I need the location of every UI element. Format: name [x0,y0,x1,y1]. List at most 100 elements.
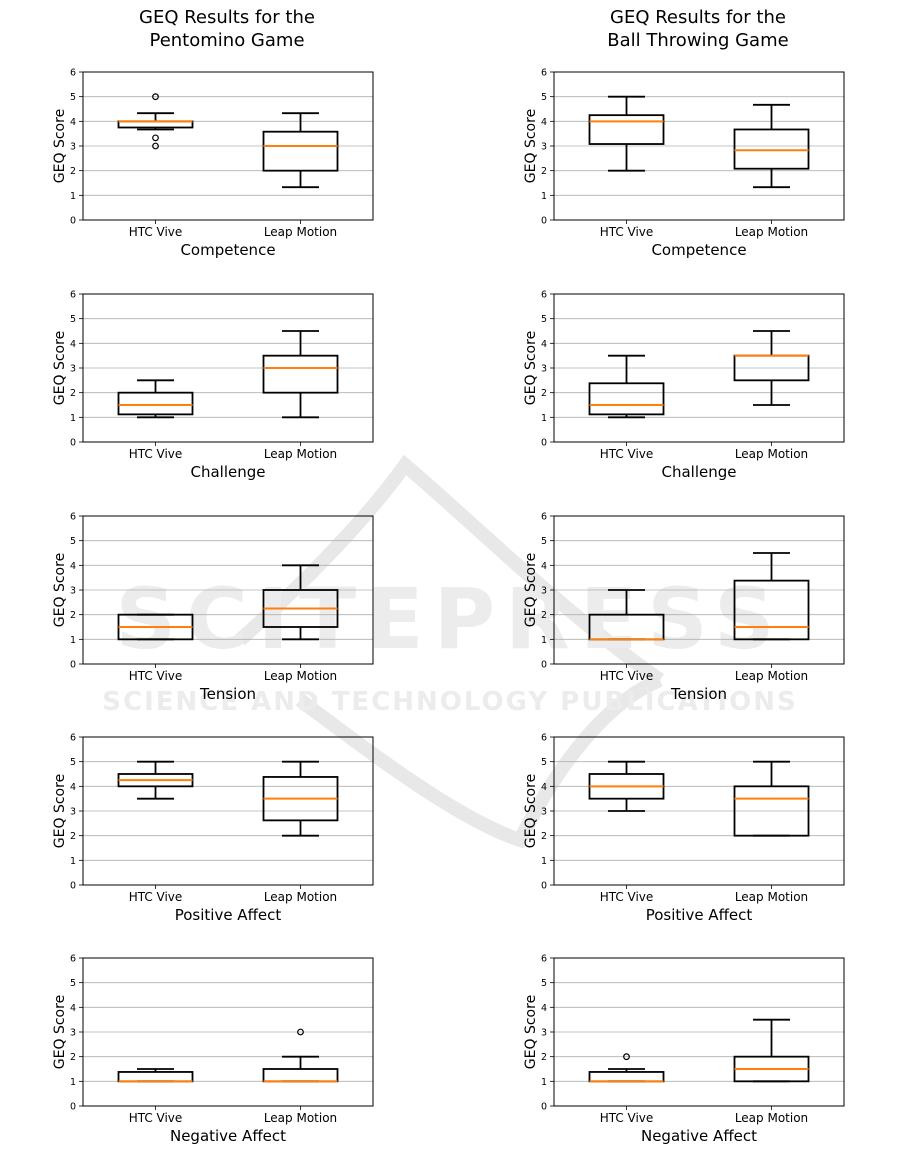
iqr-box [588,613,665,641]
x-axis-label: Tension [670,685,727,703]
boxplot-positive-affect-1: 0 1 2 3 4 5 6 HTC Vive Leap Motion Positive Affec… [523,733,845,924]
y-axis-label: GEQ Score [523,109,539,183]
outlier-point [623,1053,630,1061]
y-tick-label: 0 [541,1102,547,1113]
y-tick-label: 4 [70,782,76,793]
x-tick-label: HTC Vive [129,447,183,461]
y-tick-label: 6 [70,512,76,523]
y-axis-label: GEQ Score [523,331,539,405]
y-tick-label: 2 [541,166,547,177]
iqr-box [733,579,810,641]
x-axis-label: Tension [199,685,256,703]
x-tick-label: HTC Vive [129,890,183,904]
y-tick-label: 3 [70,364,76,375]
y-tick-label: 0 [541,438,547,449]
y-axis-label: GEQ Score [523,995,539,1069]
y-tick-label: 1 [70,191,76,202]
y-tick-label: 1 [541,191,547,202]
x-axis-label: Competence [180,241,275,259]
iqr-box [588,114,665,145]
y-tick-label: 1 [70,635,76,646]
boxplot-tension-1: 0 1 2 3 4 5 6 HTC Vive Leap Motion Tension GEQ Sco… [523,512,845,703]
x-tick-label: Leap Motion [735,890,808,904]
y-tick-label: 1 [70,856,76,867]
y-tick-label: 6 [70,954,76,965]
y-tick-label: 2 [541,388,547,399]
y-tick-label: 4 [70,1003,76,1014]
y-tick-label: 3 [70,807,76,818]
y-tick-label: 5 [541,314,547,325]
boxplot-negative-affect-1: 0 1 2 3 4 5 6 HTC Vive Leap Motion Negative Affec… [523,954,845,1145]
iqr-box [588,382,665,416]
y-tick-label: 0 [541,216,547,227]
axes-frame [553,736,845,886]
y-tick-label: 4 [541,561,547,572]
y-axis-label: GEQ Score [52,774,68,848]
x-tick-label: HTC Vive [129,225,183,239]
x-tick-label: HTC Vive [600,890,654,904]
y-tick-label: 5 [70,92,76,103]
y-tick-label: 3 [70,1028,76,1039]
y-tick-label: 6 [541,290,547,301]
iqr-box [262,130,339,172]
y-tick-label: 5 [70,536,76,547]
axes-frame [82,515,374,665]
y-tick-label: 0 [70,660,76,671]
y-tick-label: 4 [541,117,547,128]
y-tick-label: 5 [541,978,547,989]
axes-frame [82,957,374,1107]
x-tick-label: HTC Vive [600,225,654,239]
x-tick-label: Leap Motion [264,890,337,904]
y-tick-label: 1 [541,856,547,867]
y-tick-label: 1 [70,1077,76,1088]
y-tick-label: 5 [70,978,76,989]
y-tick-label: 0 [70,881,76,892]
y-tick-label: 2 [70,610,76,621]
x-tick-label: HTC Vive [600,669,654,683]
iqr-box [262,354,339,394]
y-tick-label: 2 [541,831,547,842]
y-tick-label: 0 [541,881,547,892]
y-tick-label: 0 [541,660,547,671]
outlier-point [152,93,159,101]
column-title-ball-throwing: GEQ Results for the Ball Throwing Game [607,7,789,51]
x-tick-label: HTC Vive [600,447,654,461]
column-title-pentomino: GEQ Results for the Pentomino Game [139,7,315,51]
x-tick-label: Leap Motion [735,1111,808,1125]
y-tick-label: 4 [70,339,76,350]
iqr-box [262,1068,339,1083]
y-tick-label: 6 [541,954,547,965]
outlier-point [152,134,159,142]
x-axis-label: Positive Affect [646,906,753,924]
axes-frame [553,71,845,221]
y-tick-label: 2 [70,166,76,177]
boxplot-positive-affect-0: 0 1 2 3 4 5 6 HTC Vive Leap Motion Positive Affec… [52,733,374,924]
y-tick-label: 4 [70,561,76,572]
y-tick-label: 6 [70,68,76,79]
axes-frame [553,293,845,443]
y-tick-label: 5 [541,536,547,547]
y-tick-label: 5 [541,757,547,768]
y-tick-label: 1 [541,413,547,424]
y-tick-label: 3 [541,586,547,597]
y-tick-label: 4 [541,339,547,350]
y-tick-label: 6 [541,733,547,744]
y-tick-label: 2 [541,610,547,621]
y-tick-label: 2 [70,388,76,399]
x-axis-label: Challenge [662,463,737,481]
y-tick-label: 3 [541,1028,547,1039]
y-tick-label: 5 [70,314,76,325]
y-tick-label: 3 [541,142,547,153]
y-tick-label: 2 [70,1052,76,1063]
y-tick-label: 5 [70,757,76,768]
y-axis-label: GEQ Score [523,553,539,627]
boxplot-challenge-1: 0 1 2 3 4 5 6 HTC Vive Leap Motion Challenge GEQ S… [523,290,845,481]
y-tick-label: 6 [70,290,76,301]
y-tick-label: 6 [70,733,76,744]
y-tick-label: 4 [541,1003,547,1014]
x-axis-label: Positive Affect [175,906,282,924]
y-tick-label: 5 [541,92,547,103]
boxplot-competence-1: 0 1 2 3 4 5 6 HTC Vive Leap Motion Competence GEQ … [523,68,845,259]
axes-frame [82,736,374,886]
